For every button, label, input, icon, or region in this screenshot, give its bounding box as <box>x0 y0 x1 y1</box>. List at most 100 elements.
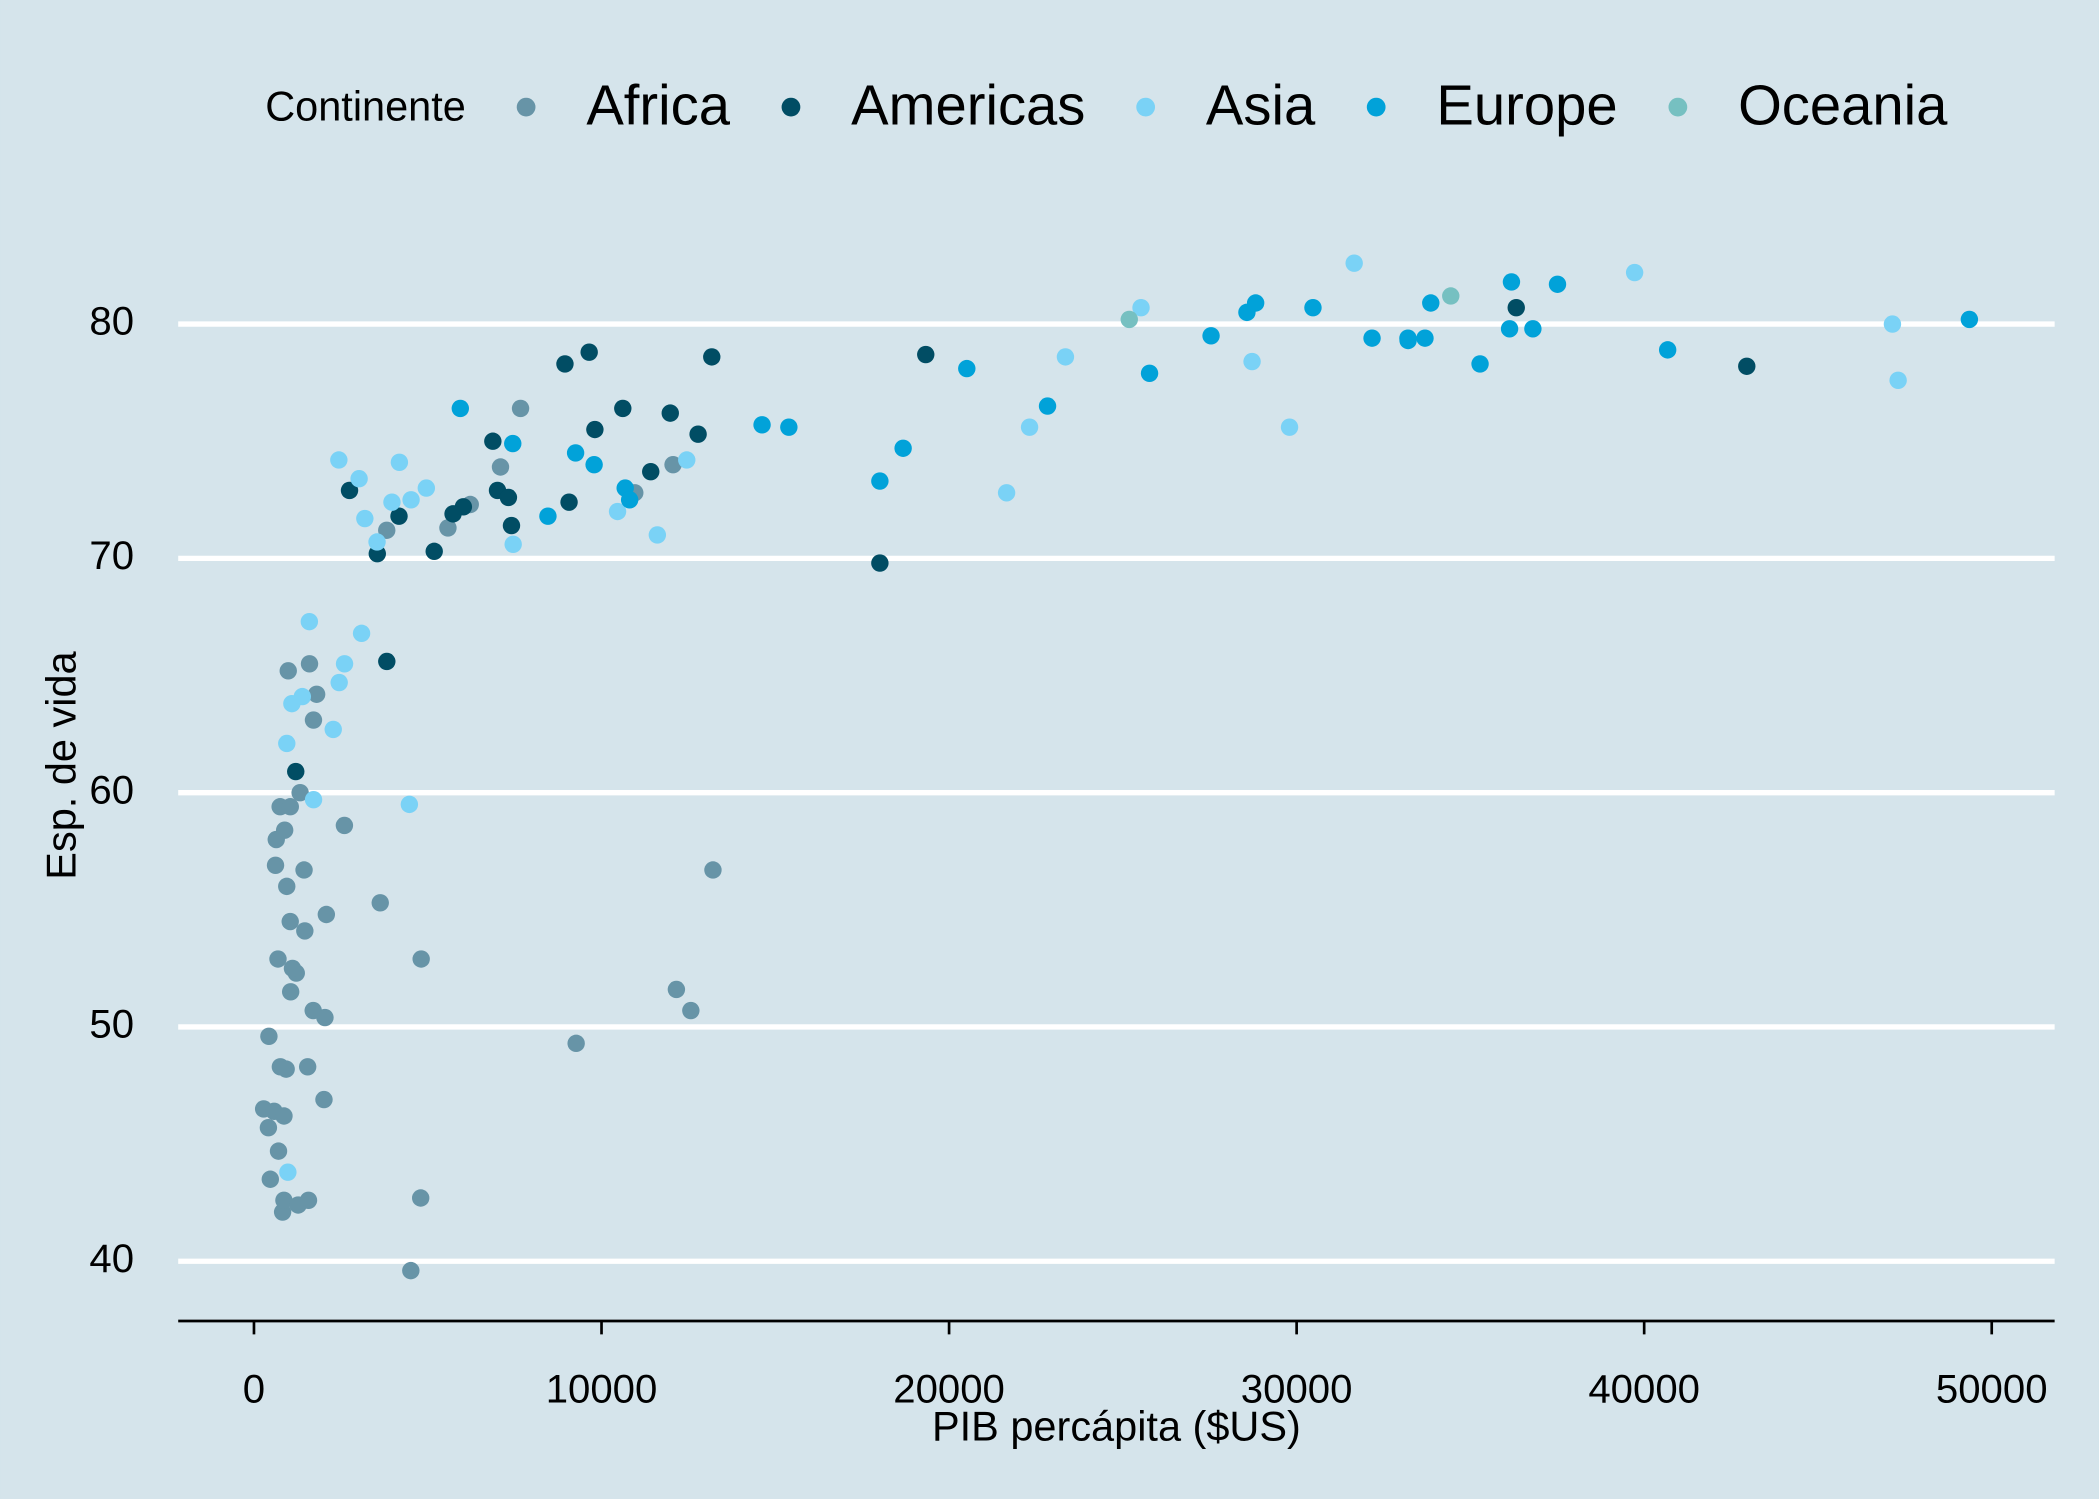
legend-marker <box>1366 97 1386 117</box>
point <box>1738 357 1756 375</box>
point <box>269 1142 288 1160</box>
point <box>1132 298 1150 317</box>
point <box>667 980 686 999</box>
point <box>580 343 598 361</box>
point <box>281 798 299 816</box>
point <box>1422 294 1440 312</box>
point <box>383 493 401 511</box>
point <box>614 399 632 418</box>
point <box>304 1001 322 1020</box>
point <box>871 472 889 490</box>
point <box>425 542 443 561</box>
point <box>278 734 296 753</box>
point <box>871 554 889 572</box>
point <box>277 1060 295 1078</box>
point <box>780 418 798 436</box>
point <box>402 1261 420 1280</box>
legend-label: Asia <box>1206 74 1316 137</box>
point <box>260 1027 278 1046</box>
point <box>1507 298 1525 317</box>
point <box>317 905 336 924</box>
point <box>1280 418 1299 436</box>
point <box>556 355 574 373</box>
legend-label: Europe <box>1436 74 1617 137</box>
point <box>261 1170 280 1188</box>
point <box>1625 263 1644 282</box>
point <box>439 519 457 537</box>
point <box>340 481 359 500</box>
point <box>266 856 285 875</box>
point <box>279 1163 297 1181</box>
point <box>451 399 470 418</box>
point <box>682 1001 700 1020</box>
point <box>586 420 604 439</box>
legend-title: Continente <box>265 83 466 130</box>
point <box>704 861 722 879</box>
point <box>412 950 430 968</box>
legend-label: Oceania <box>1738 74 1948 137</box>
point <box>997 484 1016 502</box>
point <box>259 1119 278 1137</box>
point <box>298 1058 317 1076</box>
point <box>1246 294 1265 312</box>
x-tick-label: 10000 <box>546 1367 658 1412</box>
point <box>1658 341 1677 359</box>
point <box>502 516 521 535</box>
point <box>620 491 639 509</box>
point <box>304 711 323 729</box>
legend-marker <box>516 97 536 117</box>
point <box>411 1189 430 1207</box>
point <box>275 821 294 839</box>
point <box>330 673 348 692</box>
point <box>281 912 299 931</box>
point <box>642 462 660 481</box>
point <box>371 894 389 912</box>
point <box>1442 287 1460 305</box>
point <box>300 655 319 673</box>
point <box>585 455 603 474</box>
point <box>661 404 679 422</box>
point <box>315 1090 333 1109</box>
point <box>307 685 326 703</box>
point <box>504 434 522 453</box>
point <box>917 345 935 364</box>
point <box>1883 315 1902 333</box>
legend-label: Americas <box>851 74 1085 137</box>
point <box>278 877 296 896</box>
point <box>539 507 557 525</box>
x-tick-label: 50000 <box>1936 1367 2048 1412</box>
y-tick-label: 60 <box>89 767 134 812</box>
point <box>1120 310 1138 329</box>
point <box>330 451 348 469</box>
point <box>499 488 518 507</box>
point <box>689 425 707 443</box>
point <box>504 535 522 554</box>
point <box>958 359 976 378</box>
legend-marker <box>1136 97 1156 117</box>
point <box>378 521 396 539</box>
point <box>1500 320 1519 338</box>
y-axis-title: Esp. de vida <box>37 650 84 879</box>
x-tick-label: 20000 <box>893 1367 1005 1412</box>
point <box>753 416 771 434</box>
point <box>279 662 297 680</box>
point <box>491 458 510 476</box>
x-tick-label: 40000 <box>1588 1367 1700 1412</box>
legend-label: Africa <box>586 74 730 137</box>
point <box>283 694 301 713</box>
point <box>296 922 314 940</box>
point <box>1140 364 1159 382</box>
point <box>295 861 313 879</box>
point <box>678 451 696 469</box>
y-tick-label: 80 <box>89 299 134 344</box>
point <box>1889 371 1907 390</box>
point <box>566 444 585 462</box>
point <box>1056 348 1075 366</box>
point <box>1960 310 1979 329</box>
point <box>275 1191 293 1210</box>
point <box>608 502 627 521</box>
point <box>335 655 354 673</box>
point <box>390 507 408 525</box>
point <box>283 959 302 978</box>
